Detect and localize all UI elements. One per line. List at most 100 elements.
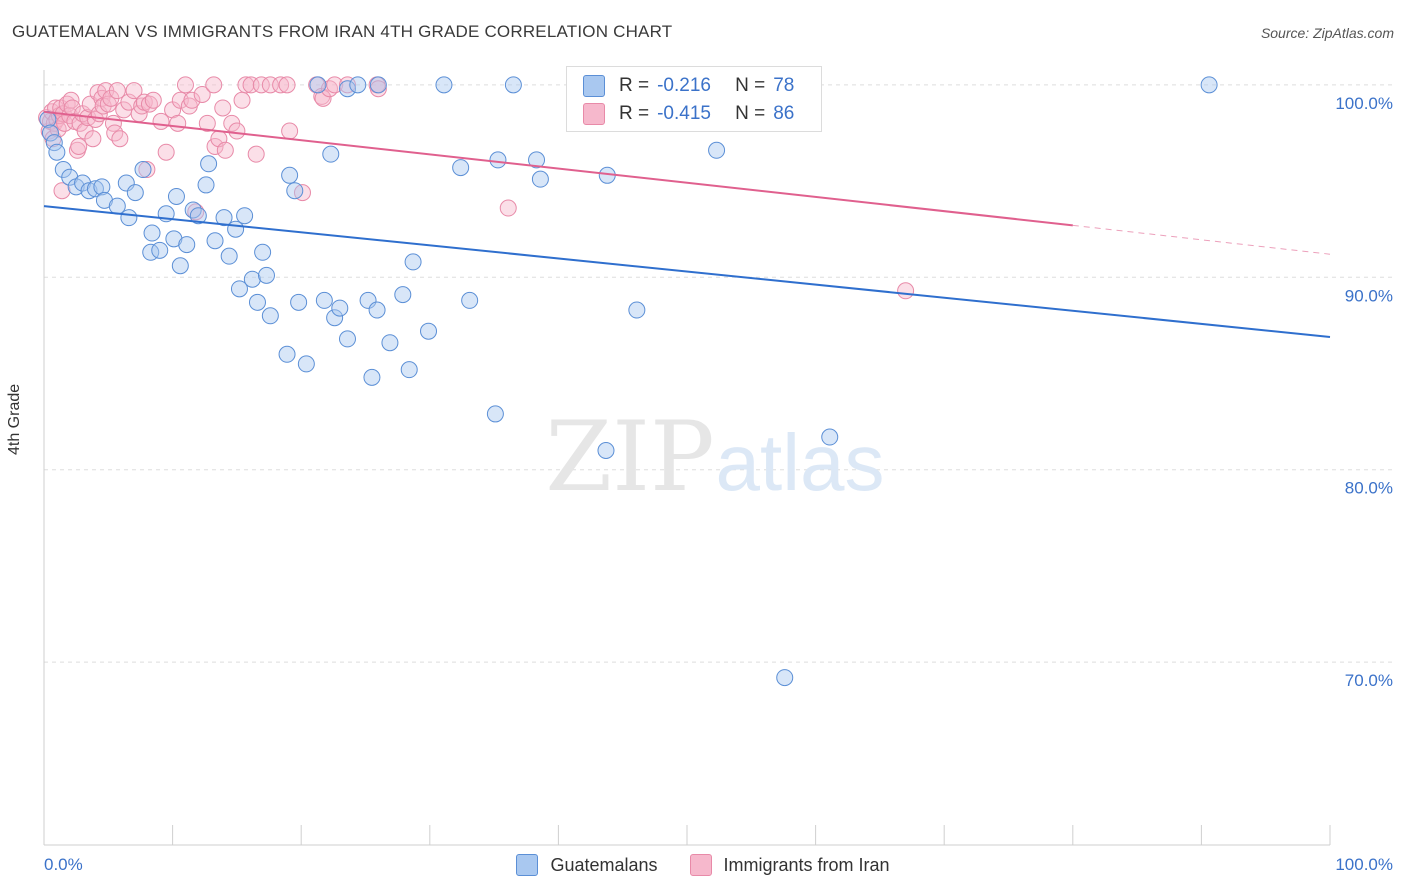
watermark: ZIP atlas [545, 401, 884, 513]
guatemalan-point [41, 124, 59, 142]
legend-label: Guatemalans [550, 854, 658, 875]
legend-row-guatemalans: R = -0.216 N = 78 [583, 73, 794, 99]
guatemalan-point [257, 266, 275, 284]
y-tick-label: 80.0% [1345, 479, 1393, 498]
guatemalan-point [290, 293, 308, 311]
guatemalan-point [236, 207, 254, 225]
guatemalan-point [489, 151, 507, 169]
iran-point [369, 80, 387, 98]
guatemalan-point [286, 182, 304, 200]
gridlines [44, 84, 1392, 663]
iran-point [111, 130, 129, 148]
guatemalan-point [254, 243, 272, 261]
guatemalan-point [349, 76, 367, 94]
series-iran-points [38, 76, 915, 300]
y-tick-label: 90.0% [1345, 286, 1393, 305]
iran-point [247, 145, 265, 163]
iran-point [70, 137, 88, 155]
iran-point [281, 122, 299, 140]
iran-point [228, 122, 246, 140]
guatemalan-point [220, 247, 238, 265]
iran-point [144, 91, 162, 109]
guatemalan-point [243, 270, 261, 288]
guatemalan-point [1200, 76, 1218, 94]
iran-point [214, 99, 232, 117]
guatemalan-point [338, 80, 356, 98]
iran-point [108, 82, 126, 100]
chart-title: GUATEMALAN VS IMMIGRANTS FROM IRAN 4TH G… [12, 22, 673, 41]
guatemalan-point [248, 293, 266, 311]
pink-swatch [583, 103, 605, 125]
iran-point [176, 76, 194, 94]
guatemalan-point [821, 428, 839, 446]
n-value: 86 [773, 103, 795, 124]
guatemalan-point [363, 368, 381, 386]
guatemalan-point [230, 280, 248, 298]
legend-item-guatemalans[interactable]: Guatemalans [516, 854, 658, 876]
iran-point [216, 141, 234, 159]
iran-point [53, 182, 71, 200]
n-value: 78 [773, 75, 795, 96]
guatemalan-point [528, 151, 546, 169]
blue-swatch [516, 854, 539, 876]
iran-point [183, 91, 201, 109]
guatemalan-point [45, 134, 63, 152]
guatemalan-point [309, 76, 327, 94]
r-label: R = [619, 75, 650, 96]
iran-point [84, 130, 102, 148]
r-value: -0.216 [657, 75, 711, 96]
guatemalan-point [171, 257, 189, 275]
n-label: N = [735, 103, 766, 124]
watermark-atlas: atlas [716, 418, 885, 507]
guatemalan-point [531, 170, 549, 188]
guatemalan-point [278, 345, 296, 363]
correlation-legend: R = -0.216 N = 78 R = -0.415 N = 86 [566, 66, 822, 132]
guatemalan-point [452, 159, 470, 177]
iran-point [63, 99, 81, 117]
iran-point [278, 76, 296, 94]
guatemalan-point [381, 334, 399, 352]
guatemalan-point [227, 220, 245, 238]
guatemalan-trend-line [43, 205, 1331, 338]
iran-point [261, 76, 279, 94]
y-tick-label: 70.0% [1345, 671, 1393, 690]
iran-point [272, 76, 290, 94]
guatemalan-point [597, 442, 615, 459]
iran-point [499, 199, 517, 217]
guatemalan-point [206, 232, 224, 250]
guatemalan-point [400, 361, 418, 379]
guatemalan-point [504, 76, 522, 94]
iran-point [242, 76, 260, 94]
guatemalan-point [126, 184, 144, 202]
guatemalan-point [420, 322, 438, 340]
iran-point [326, 76, 344, 94]
iran-point [237, 76, 255, 94]
r-value: -0.415 [657, 103, 711, 124]
legend-item-iran[interactable]: Immigrants from Iran [689, 854, 890, 876]
iran-point [206, 137, 224, 155]
y-tick-label: 100.0% [1335, 94, 1393, 113]
guatemalan-point [197, 176, 215, 194]
guatemalan-point [93, 178, 111, 196]
iran-point [157, 143, 175, 161]
guatemalan-point [167, 187, 185, 205]
guatemalan-point [708, 141, 726, 159]
iran-point [897, 282, 915, 300]
iran-point [169, 114, 187, 132]
guatemalan-point [461, 291, 479, 309]
guatemalan-point [435, 76, 453, 94]
x-tick-label: 0.0% [44, 855, 83, 874]
iran-trend-line [43, 110, 1073, 227]
guatemalan-point [369, 76, 387, 94]
blue-swatch [583, 75, 605, 97]
guatemalan-point [776, 669, 794, 687]
iran-point [171, 91, 189, 109]
tick-labels: 100.0% 90.0% 80.0% 70.0% 0.0% 100.0% [44, 94, 1393, 874]
iran-point [233, 91, 251, 109]
guatemalan-point [322, 145, 340, 163]
guatemalan-point [315, 291, 333, 309]
iran-point [338, 76, 356, 94]
iran-point [252, 76, 270, 94]
series-guatemalan-points [39, 76, 1218, 687]
